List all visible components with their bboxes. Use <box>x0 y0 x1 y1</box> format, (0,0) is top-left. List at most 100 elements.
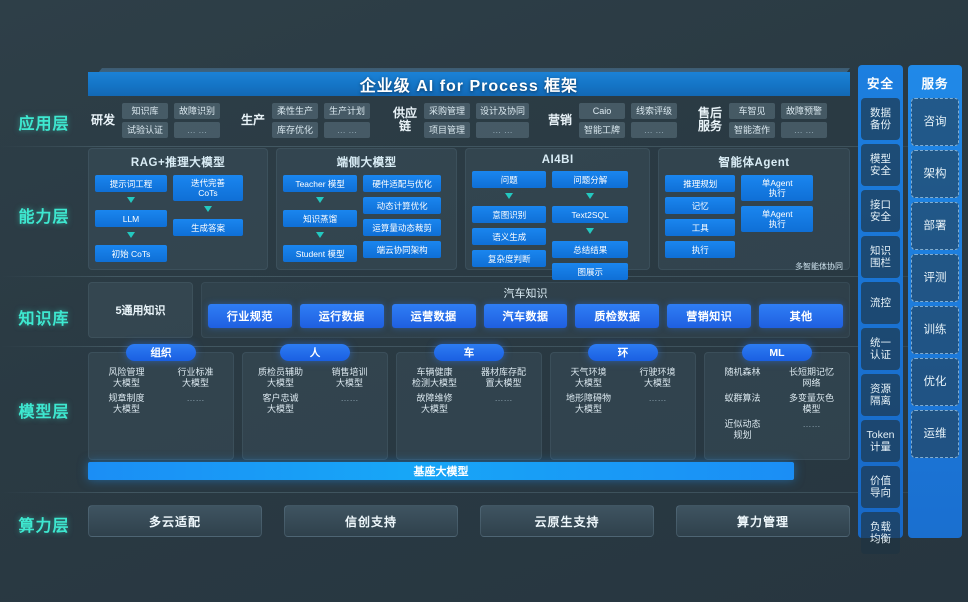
application-chip[interactable]: … … <box>476 121 530 138</box>
security-rail-item[interactable]: 负载 均衡 <box>861 512 900 554</box>
application-chip[interactable]: 项目管理 <box>424 121 470 138</box>
model-card-pill[interactable]: ML <box>742 344 812 361</box>
application-chip[interactable]: … … <box>324 121 370 138</box>
model-item[interactable]: …… <box>648 393 667 403</box>
model-item[interactable]: 行驶环境 大模型 <box>639 367 676 388</box>
capability-node[interactable]: 总结结果 <box>552 241 629 258</box>
knowledge-chip[interactable]: 运营数据 <box>391 304 476 328</box>
security-rail-item[interactable]: 知识 围栏 <box>861 236 900 278</box>
service-rail-item[interactable]: 咨询 <box>911 98 959 146</box>
capability-node[interactable]: 动态计算优化 <box>363 197 442 214</box>
model-item[interactable]: 故障维修 大模型 <box>416 393 453 414</box>
model-item[interactable]: 蚁群算法 <box>724 393 761 403</box>
security-rail-item[interactable]: 价值 导向 <box>861 466 900 508</box>
capability-node[interactable]: 工具 <box>665 219 736 236</box>
security-rail-item[interactable]: 模型 安全 <box>861 144 900 186</box>
application-chip[interactable]: 线索评级 <box>631 102 677 119</box>
model-item[interactable]: 行业标准 大模型 <box>177 367 214 388</box>
model-item[interactable]: 随机森林 <box>724 367 761 377</box>
base-model-bar[interactable]: 基座大模型 <box>88 462 794 480</box>
security-rail-item[interactable]: 数据 备份 <box>861 98 900 140</box>
capability-node[interactable]: 单Agent 执行 <box>741 175 814 201</box>
model-item[interactable]: 车辆健康 检测大模型 <box>411 367 457 388</box>
model-card-pill[interactable]: 组织 <box>126 344 196 361</box>
application-chip[interactable]: 故障预警 <box>781 102 827 119</box>
service-rail-item[interactable]: 训练 <box>911 306 959 354</box>
service-rail-item[interactable]: 评测 <box>911 254 959 302</box>
capability-node[interactable]: 硬件适配与优化 <box>363 175 442 192</box>
compute-chip[interactable]: 信创支持 <box>284 505 458 537</box>
compute-chip[interactable]: 多云适配 <box>88 505 262 537</box>
knowledge-chip[interactable]: 行业规范 <box>208 304 292 328</box>
application-chip[interactable]: … … <box>174 121 220 138</box>
capability-node[interactable]: Teacher 模型 <box>283 175 358 192</box>
knowledge-chip[interactable]: 汽车数据 <box>483 304 568 328</box>
capability-node[interactable]: 问题分解 <box>552 171 629 188</box>
model-card-pill[interactable]: 人 <box>280 344 350 361</box>
knowledge-chip[interactable]: 营销知识 <box>667 304 752 328</box>
model-item[interactable]: 风险管理 大模型 <box>108 367 145 388</box>
application-chip[interactable]: 知识库 <box>122 102 168 119</box>
model-item[interactable]: …… <box>186 393 205 403</box>
capability-node[interactable]: 意图识别 <box>472 206 547 223</box>
service-rail-item[interactable]: 优化 <box>911 358 959 406</box>
application-chip[interactable]: 生产计划 <box>324 102 370 119</box>
application-chip[interactable]: 设计及协同 <box>476 102 530 119</box>
model-item[interactable]: 销售培训 大模型 <box>331 367 368 388</box>
capability-node[interactable]: 语义生成 <box>472 228 547 245</box>
application-chip[interactable]: Caio <box>579 102 625 119</box>
capability-node[interactable]: Text2SQL <box>552 206 629 223</box>
model-item[interactable]: 地形障碍物 大模型 <box>565 393 611 414</box>
application-chip[interactable]: 柔性生产 <box>272 102 318 119</box>
model-item[interactable]: 客户忠诚 大模型 <box>262 393 299 414</box>
security-rail-item[interactable]: 统一 认证 <box>861 328 900 370</box>
capability-node[interactable]: 提示词工程 <box>95 175 167 192</box>
application-chip[interactable]: … … <box>631 121 677 138</box>
capability-node[interactable]: 图展示 <box>552 263 629 280</box>
capability-node[interactable]: Student 模型 <box>283 245 358 262</box>
security-rail-item[interactable]: 资源 隔离 <box>861 374 900 416</box>
capability-node[interactable]: 执行 <box>665 241 736 258</box>
model-item[interactable]: …… <box>340 393 359 403</box>
security-rail-item[interactable]: 流控 <box>861 282 900 324</box>
capability-node[interactable]: 运算量动态裁剪 <box>363 219 442 236</box>
model-item[interactable]: …… <box>494 393 513 403</box>
model-item[interactable]: 质检员辅助 大模型 <box>257 367 303 388</box>
capability-node[interactable]: 记忆 <box>665 197 736 214</box>
capability-node[interactable]: 迭代完善 CoTs <box>173 175 243 201</box>
knowledge-general-card[interactable]: 5通用知识 <box>88 282 193 338</box>
model-item[interactable]: 多变量灰色 模型 <box>788 393 834 414</box>
compute-chip[interactable]: 云原生支持 <box>480 505 654 537</box>
service-rail-item[interactable]: 部署 <box>911 202 959 250</box>
capability-node[interactable]: 复杂度判断 <box>472 250 547 267</box>
capability-node[interactable]: 问题 <box>472 171 547 188</box>
knowledge-chip[interactable]: 运行数据 <box>299 304 384 328</box>
application-chip[interactable]: 智能工牌 <box>579 121 625 138</box>
model-item[interactable]: …… <box>802 419 821 429</box>
knowledge-chip[interactable]: 质检数据 <box>575 304 660 328</box>
security-rail-item[interactable]: 接口 安全 <box>861 190 900 232</box>
model-card-pill[interactable]: 车 <box>434 344 504 361</box>
model-item[interactable]: 规章制度 大模型 <box>108 393 145 414</box>
service-rail-item[interactable]: 运维 <box>911 410 959 458</box>
compute-chip[interactable]: 算力管理 <box>676 505 850 537</box>
model-item[interactable]: 器材库存配 置大模型 <box>480 367 526 388</box>
application-chip[interactable]: 智能渣作 <box>729 121 775 138</box>
capability-node[interactable]: 生成答案 <box>173 219 243 236</box>
application-chip[interactable]: 故障识别 <box>174 102 220 119</box>
knowledge-chip[interactable]: 其他 <box>759 304 844 328</box>
service-rail-item[interactable]: 架构 <box>911 150 959 198</box>
model-item[interactable]: 天气环境 大模型 <box>570 367 607 388</box>
capability-node[interactable]: 初始 CoTs <box>95 245 167 262</box>
capability-node[interactable]: 单Agent 执行 <box>741 206 814 232</box>
security-rail-item[interactable]: Token 计量 <box>861 420 900 462</box>
application-chip[interactable]: 试验认证 <box>122 121 168 138</box>
capability-node[interactable]: LLM <box>95 210 167 227</box>
application-chip[interactable]: 库存优化 <box>272 121 318 138</box>
model-item[interactable]: 长短期记忆 网络 <box>788 367 834 388</box>
application-chip[interactable]: 采购管理 <box>424 102 470 119</box>
application-chip[interactable]: 车智见 <box>729 102 775 119</box>
capability-node[interactable]: 端云协同架构 <box>363 241 442 258</box>
application-chip[interactable]: … … <box>781 121 827 138</box>
model-item[interactable]: 近似动态 规划 <box>724 419 761 440</box>
